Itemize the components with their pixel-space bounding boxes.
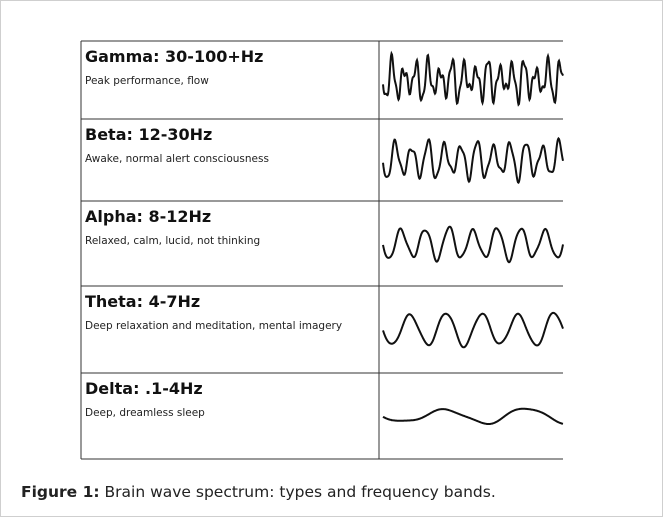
band-description: Deep relaxation and meditation, mental i… (85, 320, 342, 332)
band-description: Peak performance, flow (85, 75, 209, 87)
band-title: Delta: .1-4Hz (85, 379, 203, 398)
wave (382, 136, 564, 184)
wave (382, 225, 564, 264)
band-description: Relaxed, calm, lucid, not thinking (85, 235, 260, 247)
band-title: Alpha: 8-12Hz (85, 207, 211, 226)
band-description: Awake, normal alert consciousness (85, 153, 269, 165)
caption-label: Figure 1: (21, 483, 100, 501)
band-title: Gamma: 30-100+Hz (85, 47, 263, 66)
caption: Figure 1: Brain wave spectrum: types and… (21, 483, 496, 501)
wave (382, 311, 564, 349)
wave (382, 50, 564, 107)
wave (382, 407, 564, 425)
band-title: Theta: 4-7Hz (85, 292, 200, 311)
band-title: Beta: 12-30Hz (85, 125, 212, 144)
band-description: Deep, dreamless sleep (85, 407, 205, 419)
wave-table: Gamma: 30-100+Hz Peak performance, flow Be… (80, 40, 564, 460)
caption-text: Brain wave spectrum: types and frequency… (99, 483, 496, 501)
